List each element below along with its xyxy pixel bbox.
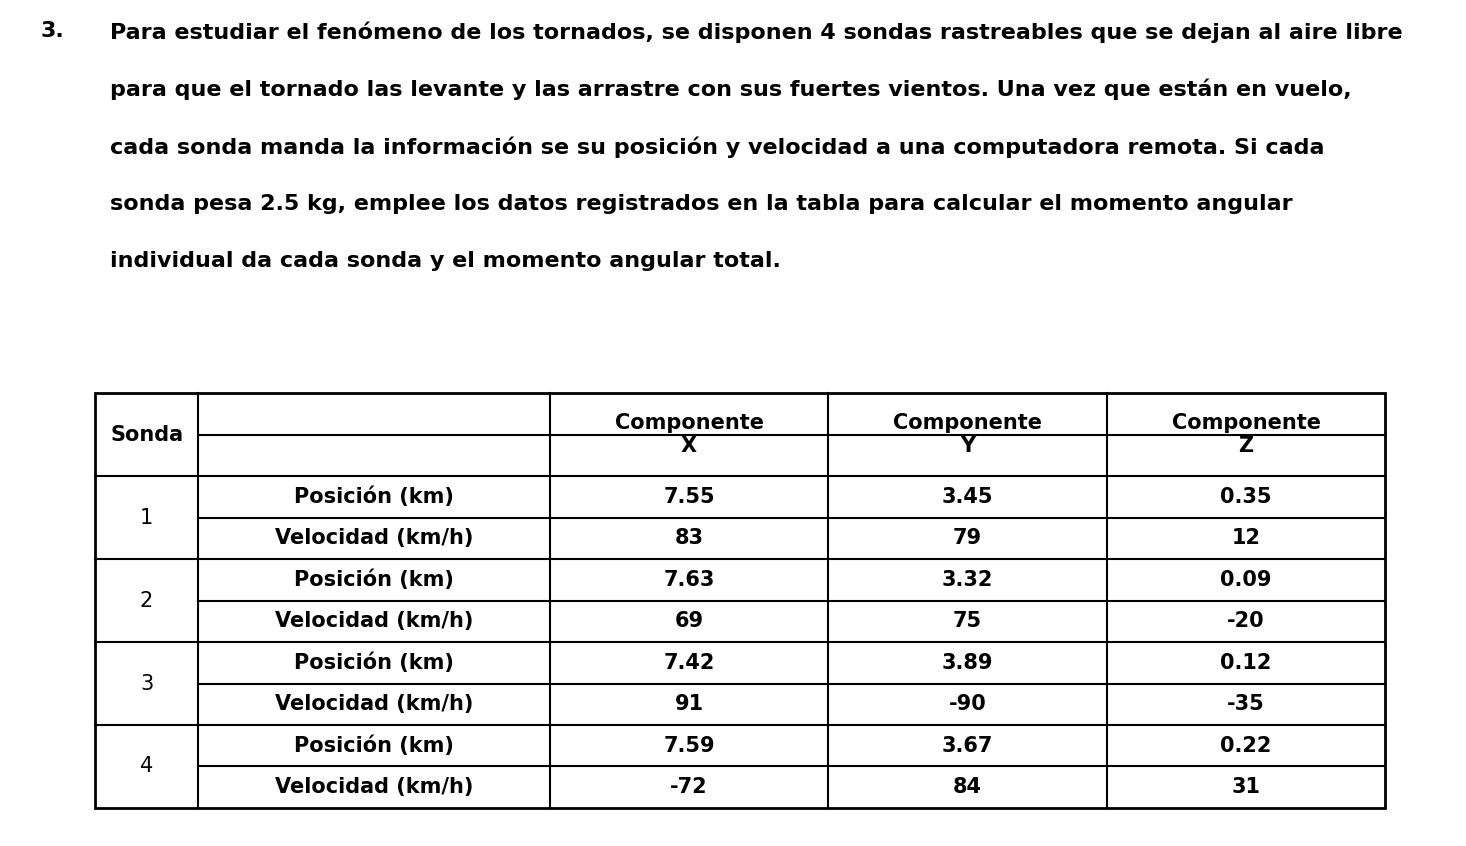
Text: 31: 31 (1231, 777, 1261, 797)
Text: 2: 2 (139, 591, 154, 611)
Text: 91: 91 (674, 695, 704, 714)
Text: 84: 84 (953, 777, 982, 797)
Text: 3.: 3. (41, 21, 65, 41)
Text: Posición (km): Posición (km) (293, 486, 454, 508)
Text: Velocidad (km/h): Velocidad (km/h) (274, 612, 474, 631)
Text: Componente
Y: Componente Y (893, 413, 1042, 457)
Text: 69: 69 (674, 612, 704, 631)
Text: -20: -20 (1227, 612, 1265, 631)
Text: 0.35: 0.35 (1220, 487, 1272, 507)
Text: 12: 12 (1231, 529, 1261, 548)
Text: 3: 3 (139, 673, 154, 694)
Text: 3.67: 3.67 (941, 736, 994, 755)
Text: Posición (km): Posición (km) (293, 735, 454, 756)
Text: Para estudiar el fenómeno de los tornados, se disponen 4 sondas rastreables que : Para estudiar el fenómeno de los tornado… (110, 21, 1403, 42)
Text: 3.89: 3.89 (941, 653, 994, 673)
Text: 4: 4 (139, 756, 154, 777)
Text: Sonda: Sonda (110, 425, 183, 445)
Text: 83: 83 (674, 529, 704, 548)
Text: -35: -35 (1227, 695, 1265, 714)
Text: 7.63: 7.63 (663, 570, 715, 590)
Text: Velocidad (km/h): Velocidad (km/h) (274, 695, 474, 714)
Text: Posición (km): Posición (km) (293, 569, 454, 591)
Text: 7.55: 7.55 (663, 487, 715, 507)
Text: Componente
X: Componente X (614, 413, 764, 457)
Text: Velocidad (km/h): Velocidad (km/h) (274, 777, 474, 797)
Text: 79: 79 (953, 529, 982, 548)
Text: para que el tornado las levante y las arrastre con sus fuertes vientos. Una vez : para que el tornado las levante y las ar… (110, 79, 1352, 100)
Text: 1: 1 (139, 508, 154, 528)
Text: 7.59: 7.59 (663, 736, 715, 755)
Text: 75: 75 (953, 612, 982, 631)
Text: individual da cada sonda y el momento angular total.: individual da cada sonda y el momento an… (110, 251, 781, 272)
Text: -90: -90 (949, 695, 987, 714)
Text: sonda pesa 2.5 kg, emplee los datos registrados en la tabla para calcular el mom: sonda pesa 2.5 kg, emplee los datos regi… (110, 194, 1293, 214)
Text: cada sonda manda la información se su posición y velocidad a una computadora rem: cada sonda manda la información se su po… (110, 136, 1324, 157)
Text: 7.42: 7.42 (663, 653, 715, 673)
Text: Componente
Z: Componente Z (1171, 413, 1321, 457)
Text: Velocidad (km/h): Velocidad (km/h) (274, 529, 474, 548)
Text: Posición (km): Posición (km) (293, 652, 454, 673)
Text: -72: -72 (670, 777, 708, 797)
Text: 0.12: 0.12 (1220, 653, 1272, 673)
Text: 3.32: 3.32 (941, 570, 994, 590)
Text: 0.22: 0.22 (1220, 736, 1272, 755)
Text: 0.09: 0.09 (1220, 570, 1272, 590)
Text: 3.45: 3.45 (941, 487, 994, 507)
